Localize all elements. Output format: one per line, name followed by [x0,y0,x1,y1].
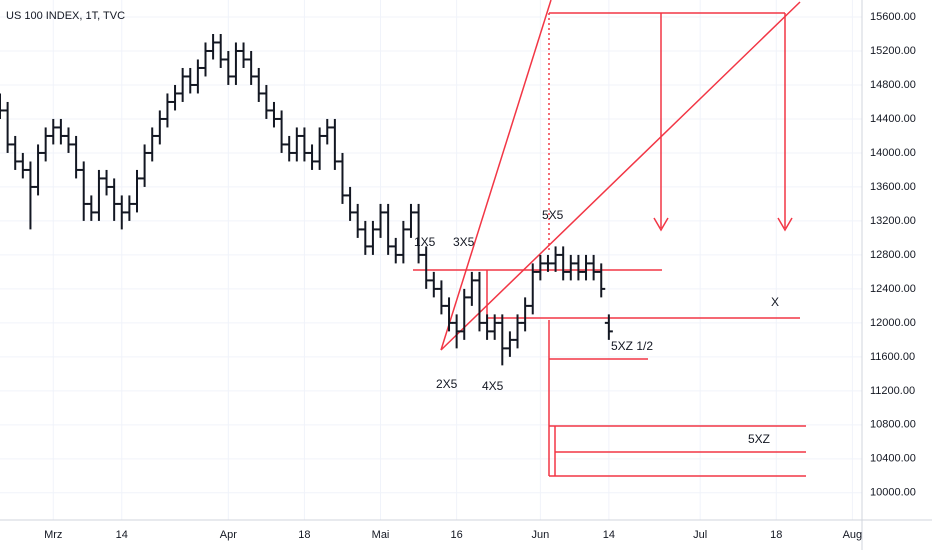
annotation: 2X5 [436,377,458,391]
annotation: 3X5 [453,235,475,249]
y-tick-label: 12000.00 [870,317,916,329]
x-tick-label: Jun [531,529,549,541]
arrow-head [777,217,793,232]
annotation: 5XZ 1/2 [611,339,653,353]
x-tick-label: 18 [298,529,310,541]
y-tick-label: 10000.00 [870,487,916,499]
x-tick-label: 16 [451,529,463,541]
chart-title: US 100 INDEX, 1T, TVC [6,10,125,22]
annotation: 1X5 [414,235,436,249]
y-tick-label: 10800.00 [870,419,916,431]
y-tick-label: 12400.00 [870,283,916,295]
annotation: 4X5 [482,379,504,393]
trend-line [440,0,552,351]
annotation: 5X5 [542,208,564,222]
x-tick-label: 14 [116,529,128,541]
y-tick-label: 13600.00 [870,181,916,193]
y-tick-label: 14800.00 [870,79,916,91]
x-tick-label: 14 [603,529,615,541]
x-tick-label: Mrz [44,529,62,541]
y-tick-label: 13200.00 [870,215,916,227]
x-tick-label: Aug [843,529,863,541]
annotation: 5XZ [748,432,770,446]
drawings [413,0,806,477]
annotation: X [771,295,779,309]
y-tick-label: 12800.00 [870,249,916,261]
y-tick-label: 10400.00 [870,453,916,465]
x-tick-label: Mai [372,529,390,541]
y-tick-label: 14400.00 [870,113,916,125]
arrow-head [653,217,669,232]
x-tick-label: 18 [770,529,782,541]
y-tick-label: 11600.00 [870,351,915,363]
y-tick-label: 14000.00 [870,147,916,159]
x-tick-label: Jul [693,529,707,541]
x-tick-label: Apr [220,529,237,541]
y-tick-label: 15200.00 [870,45,916,57]
trend-line [440,1,801,351]
y-tick-label: 15600.00 [870,11,916,23]
y-tick-label: 11200.00 [870,385,915,397]
